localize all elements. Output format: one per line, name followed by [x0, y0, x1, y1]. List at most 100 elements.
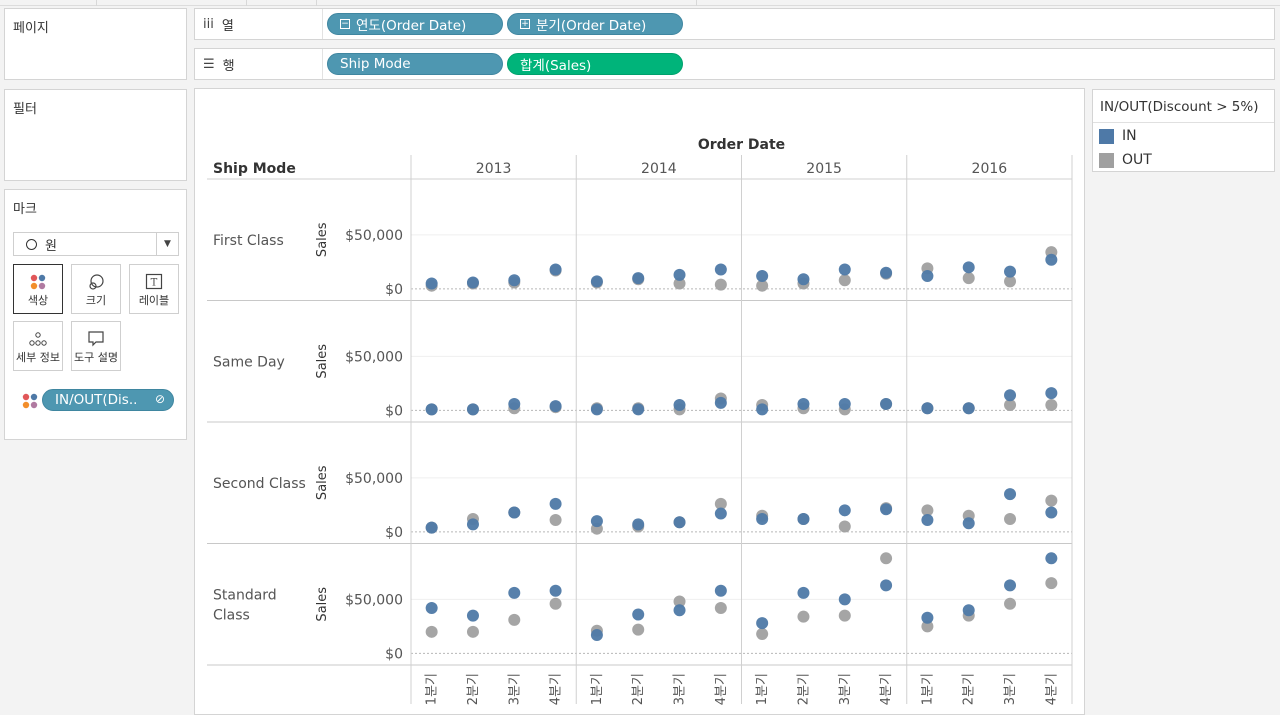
data-point-in[interactable] — [797, 512, 810, 525]
data-point-in[interactable] — [921, 611, 934, 624]
data-point-out[interactable] — [797, 610, 810, 623]
data-point-in[interactable] — [632, 608, 645, 621]
data-point-in[interactable] — [838, 593, 851, 606]
data-point-in[interactable] — [962, 261, 975, 274]
data-point-in[interactable] — [590, 403, 603, 416]
data-point-in[interactable] — [508, 274, 521, 287]
data-point-in[interactable] — [880, 266, 893, 279]
label-button[interactable]: T 레이블 — [129, 264, 179, 314]
filters-card[interactable]: 필터 — [4, 89, 187, 181]
data-point-out[interactable] — [1004, 399, 1017, 412]
data-point-in[interactable] — [508, 506, 521, 519]
data-point-in[interactable] — [756, 269, 769, 282]
tooltip-button[interactable]: 도구 설명 — [71, 321, 121, 371]
data-point-in[interactable] — [921, 514, 934, 527]
data-point-out[interactable] — [838, 520, 851, 533]
data-point-in[interactable] — [425, 277, 438, 290]
data-point-out[interactable] — [673, 277, 686, 290]
rows-shelf[interactable]: ☰ 행 Ship Mode 합계(Sales) — [194, 48, 1275, 80]
data-point-in[interactable] — [797, 586, 810, 599]
data-point-in[interactable] — [1004, 389, 1017, 402]
data-point-in[interactable] — [797, 273, 810, 286]
data-point-in[interactable] — [1004, 488, 1017, 501]
size-button[interactable]: 크기 — [71, 264, 121, 314]
data-point-in[interactable] — [425, 521, 438, 534]
year-order-date-pill[interactable]: − 연도(Order Date) — [327, 13, 503, 35]
data-point-out[interactable] — [880, 552, 893, 565]
color-field-pill[interactable]: IN/OUT(Dis.. ⊘ — [42, 389, 174, 411]
data-point-out[interactable] — [466, 625, 479, 638]
data-point-out[interactable] — [756, 627, 769, 640]
pages-card[interactable]: 페이지 — [4, 8, 187, 80]
data-point-out[interactable] — [1004, 597, 1017, 610]
data-point-in[interactable] — [838, 263, 851, 276]
data-point-in[interactable] — [508, 586, 521, 599]
data-point-in[interactable] — [1045, 506, 1058, 519]
legend-item-in[interactable]: IN — [1099, 128, 1137, 144]
data-point-in[interactable] — [632, 272, 645, 285]
data-point-in[interactable] — [549, 584, 562, 597]
color-button[interactable]: 색상 — [13, 264, 63, 314]
data-point-in[interactable] — [632, 403, 645, 416]
data-point-in[interactable] — [673, 604, 686, 617]
data-point-out[interactable] — [962, 272, 975, 285]
data-point-in[interactable] — [590, 275, 603, 288]
data-point-in[interactable] — [466, 276, 479, 289]
data-point-in[interactable] — [756, 617, 769, 630]
data-point-in[interactable] — [466, 609, 479, 622]
data-point-out[interactable] — [714, 278, 727, 291]
data-point-out[interactable] — [1045, 399, 1058, 412]
data-point-in[interactable] — [673, 399, 686, 412]
data-point-in[interactable] — [962, 402, 975, 415]
data-point-out[interactable] — [1004, 275, 1017, 288]
columns-shelf[interactable]: iii 열 − 연도(Order Date) + 분기(Order Date) — [194, 8, 1275, 40]
data-point-in[interactable] — [921, 402, 934, 415]
data-point-in[interactable] — [838, 397, 851, 410]
data-point-out[interactable] — [1004, 512, 1017, 525]
data-point-in[interactable] — [549, 400, 562, 413]
chart-view[interactable]: Order Date Ship Mode 2013 2014 2015 2016 First… — [194, 88, 1085, 715]
data-point-in[interactable] — [714, 507, 727, 520]
data-point-in[interactable] — [962, 604, 975, 617]
data-point-in[interactable] — [508, 397, 521, 410]
ship-mode-pill[interactable]: Ship Mode — [327, 53, 503, 75]
data-point-out[interactable] — [549, 514, 562, 527]
data-point-in[interactable] — [1004, 265, 1017, 278]
legend-item-out[interactable]: OUT — [1099, 152, 1152, 168]
data-point-in[interactable] — [714, 396, 727, 409]
data-point-in[interactable] — [549, 263, 562, 276]
data-point-in[interactable] — [590, 629, 603, 642]
data-point-in[interactable] — [756, 512, 769, 525]
data-point-in[interactable] — [756, 403, 769, 416]
data-point-in[interactable] — [425, 403, 438, 416]
data-point-out[interactable] — [921, 504, 934, 517]
data-point-in[interactable] — [425, 602, 438, 615]
data-point-in[interactable] — [880, 579, 893, 592]
data-point-in[interactable] — [1004, 579, 1017, 592]
data-point-in[interactable] — [797, 397, 810, 410]
data-point-out[interactable] — [549, 597, 562, 610]
data-point-in[interactable] — [880, 503, 893, 516]
data-point-in[interactable] — [1045, 387, 1058, 400]
data-point-out[interactable] — [756, 279, 769, 292]
data-point-in[interactable] — [673, 516, 686, 529]
data-point-in[interactable] — [880, 397, 893, 410]
data-point-in[interactable] — [549, 497, 562, 510]
color-legend[interactable]: IN/OUT(Discount > 5%) IN OUT — [1092, 89, 1275, 172]
data-point-out[interactable] — [425, 625, 438, 638]
chevron-down-icon[interactable]: ▼ — [156, 233, 178, 255]
data-point-out[interactable] — [921, 620, 934, 633]
data-point-in[interactable] — [1045, 552, 1058, 565]
data-point-in[interactable] — [1045, 253, 1058, 266]
quarter-order-date-pill[interactable]: + 분기(Order Date) — [507, 13, 683, 35]
data-point-out[interactable] — [508, 613, 521, 626]
sum-sales-pill[interactable]: 합계(Sales) — [507, 53, 683, 75]
data-point-in[interactable] — [714, 263, 727, 276]
data-point-out[interactable] — [714, 602, 727, 615]
data-point-in[interactable] — [632, 518, 645, 531]
data-point-in[interactable] — [590, 515, 603, 528]
data-point-in[interactable] — [466, 403, 479, 416]
data-point-in[interactable] — [714, 584, 727, 597]
detail-button[interactable]: 세부 정보 — [13, 321, 63, 371]
mark-type-dropdown[interactable]: 원 ▼ — [13, 232, 179, 256]
